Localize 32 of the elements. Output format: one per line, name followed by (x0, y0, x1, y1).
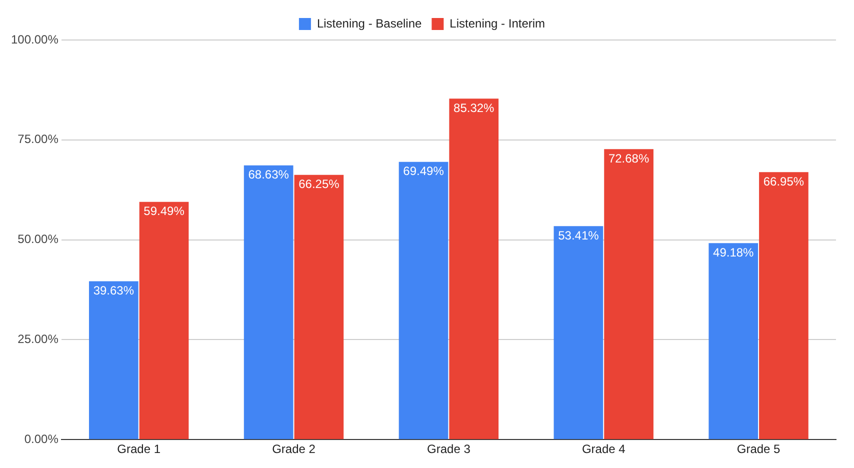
legend-label: Listening - Baseline (316, 16, 422, 30)
bar (708, 243, 758, 440)
bar (398, 162, 448, 440)
bar (294, 174, 344, 440)
bar (449, 98, 499, 440)
y-tick-label: 0.00% (24, 432, 59, 446)
y-tick-label: 50.00% (18, 232, 59, 246)
x-tick-label: Grade 5 (736, 442, 781, 456)
y-tick-label: 75.00% (18, 132, 59, 146)
x-tick-label: Grade 3 (427, 442, 471, 456)
x-tick-label: Grade 2 (272, 442, 316, 456)
bar (88, 281, 138, 440)
data-label: 66.25% (298, 177, 340, 192)
data-label: 66.95% (763, 174, 804, 188)
bar (139, 202, 189, 440)
data-label: 39.63% (93, 284, 134, 298)
bar (604, 149, 654, 440)
data-label: 69.49% (403, 164, 444, 178)
y-tick-label: 25.00% (18, 332, 59, 346)
data-label: 85.32% (454, 100, 495, 115)
x-tick-label: Grade 1 (117, 442, 161, 456)
bar (244, 165, 294, 440)
bar (759, 172, 808, 440)
data-label: 59.49% (144, 204, 185, 218)
x-tick-label: Grade 4 (582, 442, 626, 456)
data-label: 49.18% (713, 245, 754, 260)
bar (554, 226, 604, 440)
legend-label: Listening - Interim (450, 16, 546, 30)
data-label: 72.68% (608, 151, 650, 166)
y-tick-label: 100.00% (11, 32, 59, 46)
data-label: 53.41% (558, 228, 600, 242)
data-label: 68.63% (248, 168, 290, 182)
